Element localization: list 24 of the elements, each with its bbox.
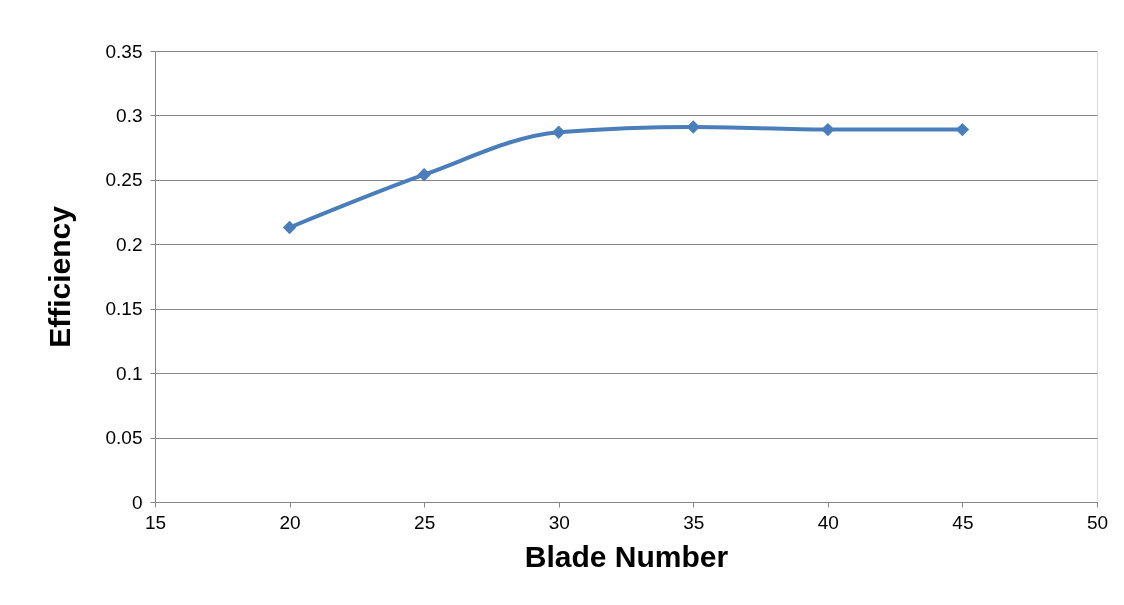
point	[686, 120, 700, 134]
x-tick-label: 20	[279, 511, 301, 533]
y-tick-label: 0.3	[116, 104, 143, 126]
y-tick-label: 0.15	[105, 298, 143, 320]
point	[552, 125, 566, 139]
x-tick-label: 35	[683, 511, 705, 533]
x-tick-label: 25	[414, 511, 436, 533]
y-tick-label: 0.1	[116, 362, 143, 384]
x-tick-label: 50	[1086, 511, 1109, 533]
y-tick-label: 0.25	[105, 169, 143, 191]
x-tick-label: 45	[952, 511, 974, 533]
y-tick-label: 0.35	[105, 40, 143, 62]
x-axis-title: Blade Number	[524, 539, 729, 573]
point	[821, 122, 835, 137]
point	[955, 122, 970, 137]
x-tick-label: 15	[144, 511, 167, 533]
y-tick-label: 0.05	[105, 427, 143, 449]
point	[417, 167, 431, 182]
y-tick-label: 0.2	[116, 233, 143, 255]
y-axis-title: Efficiency	[42, 205, 76, 348]
point	[282, 220, 297, 235]
x-tick-label: 30	[548, 511, 570, 533]
y-tick-label: 0	[131, 491, 143, 513]
x-tick-label: 40	[817, 511, 839, 533]
